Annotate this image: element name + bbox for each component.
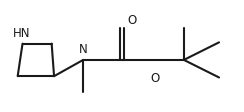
Text: N: N <box>79 43 88 56</box>
Text: O: O <box>127 14 137 27</box>
Text: HN: HN <box>13 27 30 40</box>
Text: O: O <box>151 72 160 85</box>
